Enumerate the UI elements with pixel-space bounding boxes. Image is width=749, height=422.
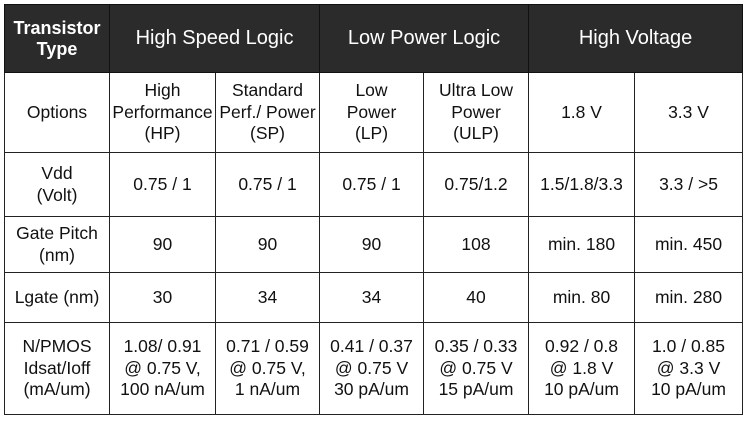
row-vdd: Vdd (Volt) 0.75 / 1 0.75 / 1 0.75 / 1 0.… [4, 152, 744, 217]
row-label-options: Options [4, 72, 110, 153]
row-label-gate-pitch: Gate Pitch (nm) [4, 216, 110, 273]
cell-gate-pitch-sp: 90 [214, 216, 321, 273]
cell-idsat-3v3: 1.0 / 0.85 @ 3.3 V 10 pA/um [634, 322, 744, 415]
row-gate-pitch: Gate Pitch (nm) 90 90 90 108 min. 180 mi… [4, 216, 744, 273]
cell-vdd-lp: 0.75 / 1 [319, 152, 425, 217]
cell-vdd-1v8: 1.5/1.8/3.3 [528, 152, 636, 217]
cell-idsat-1v8: 0.92 / 0.8 @ 1.8 V 10 pA/um [528, 322, 636, 415]
row-label-lgate: Lgate (nm) [4, 272, 110, 323]
cell-idsat-lp: 0.41 / 0.37 @ 0.75 V 30 pA/um [319, 322, 425, 415]
header-high-voltage: High Voltage [528, 4, 744, 73]
cell-gate-pitch-hp: 90 [109, 216, 216, 273]
cell-options-hp: High Performance (HP) [109, 72, 216, 153]
cell-gate-pitch-3v3: min. 450 [634, 216, 744, 273]
header-low-power-logic: Low Power Logic [319, 4, 530, 73]
cell-options-1v8: 1.8 V [528, 72, 636, 153]
cell-options-lp: Low Power (LP) [319, 72, 425, 153]
header-row: Transistor Type High Speed Logic Low Pow… [4, 4, 744, 73]
cell-lgate-sp: 34 [214, 272, 321, 323]
row-lgate: Lgate (nm) 30 34 34 40 min. 80 min. 280 [4, 272, 744, 323]
header-high-speed-logic: High Speed Logic [108, 4, 321, 73]
cell-lgate-3v3: min. 280 [634, 272, 744, 323]
cell-options-sp: Standard Perf./ Power (SP) [214, 72, 321, 153]
row-idsat-ioff: N/PMOS Idsat/Ioff (mA/um) 1.08/ 0.91 @ 0… [4, 322, 744, 415]
cell-lgate-lp: 34 [319, 272, 425, 323]
cell-lgate-1v8: min. 80 [528, 272, 636, 323]
cell-options-ulp: Ultra Low Power (ULP) [423, 72, 530, 153]
row-label-idsat-ioff: N/PMOS Idsat/Ioff (mA/um) [4, 322, 110, 415]
cell-options-3v3: 3.3 V [634, 72, 744, 153]
header-transistor-type: Transistor Type [4, 4, 110, 73]
transistor-spec-table: Transistor Type High Speed Logic Low Pow… [4, 4, 744, 415]
cell-idsat-hp: 1.08/ 0.91 @ 0.75 V, 100 nA/um [109, 322, 216, 415]
cell-lgate-hp: 30 [109, 272, 216, 323]
cell-idsat-sp: 0.71 / 0.59 @ 0.75 V, 1 nA/um [214, 322, 321, 415]
cell-idsat-ulp: 0.35 / 0.33 @ 0.75 V 15 pA/um [423, 322, 530, 415]
cell-gate-pitch-ulp: 108 [423, 216, 530, 273]
cell-gate-pitch-lp: 90 [319, 216, 425, 273]
cell-vdd-3v3: 3.3 / >5 [634, 152, 744, 217]
cell-gate-pitch-1v8: min. 180 [528, 216, 636, 273]
cell-vdd-sp: 0.75 / 1 [214, 152, 321, 217]
cell-lgate-ulp: 40 [423, 272, 530, 323]
cell-vdd-hp: 0.75 / 1 [109, 152, 216, 217]
cell-vdd-ulp: 0.75/1.2 [423, 152, 530, 217]
row-options: Options High Performance (HP) Standard P… [4, 72, 744, 153]
row-label-vdd: Vdd (Volt) [4, 152, 110, 217]
